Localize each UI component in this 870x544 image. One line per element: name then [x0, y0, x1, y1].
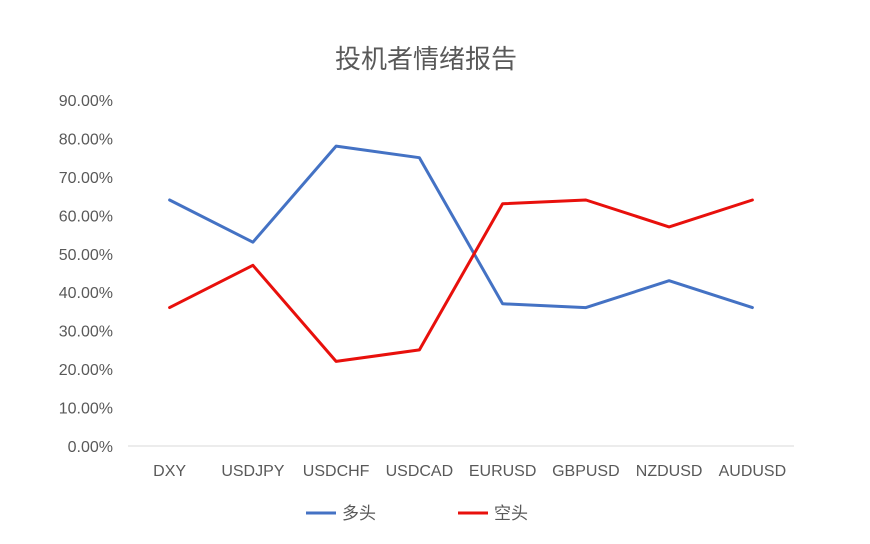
y-tick-label: 50.00%	[59, 247, 113, 264]
y-tick-label: 0.00%	[68, 439, 113, 456]
series-lines	[168, 144, 754, 363]
x-tick-label: USDCHF	[303, 463, 370, 480]
x-tick-label: USDCAD	[386, 463, 454, 480]
x-axis-ticks: DXY USDJPY USDCHF USDCAD EURUSD GBPUSD NZDUSD A…	[153, 463, 786, 480]
y-tick-label: 80.00%	[59, 131, 113, 148]
y-tick-label: 90.00%	[59, 93, 113, 110]
series-line-1	[168, 198, 754, 363]
y-tick-label: 60.00%	[59, 208, 113, 225]
x-tick-label: USDJPY	[221, 463, 284, 480]
chart-title: 投机者情绪报告	[335, 45, 517, 75]
y-tick-label: 20.00%	[59, 362, 113, 379]
legend: 多头 空头	[306, 504, 528, 524]
x-tick-label: NZDUSD	[636, 463, 703, 480]
y-tick-label: 40.00%	[59, 285, 113, 302]
x-tick-label: GBPUSD	[552, 463, 620, 480]
y-tick-label: 70.00%	[59, 170, 113, 187]
x-tick-label: EURUSD	[469, 463, 537, 480]
y-tick-label: 10.00%	[59, 401, 113, 418]
legend-label-0: 多头	[342, 504, 376, 524]
y-axis-ticks: 0.00% 10.00% 20.00% 30.00% 40.00% 50.00% 60.00…	[59, 93, 113, 456]
x-tick-label: DXY	[153, 463, 186, 480]
y-tick-label: 30.00%	[59, 324, 113, 341]
series-line-0	[168, 144, 754, 310]
legend-label-1: 空头	[494, 504, 528, 524]
x-tick-label: AUDUSD	[719, 463, 787, 480]
